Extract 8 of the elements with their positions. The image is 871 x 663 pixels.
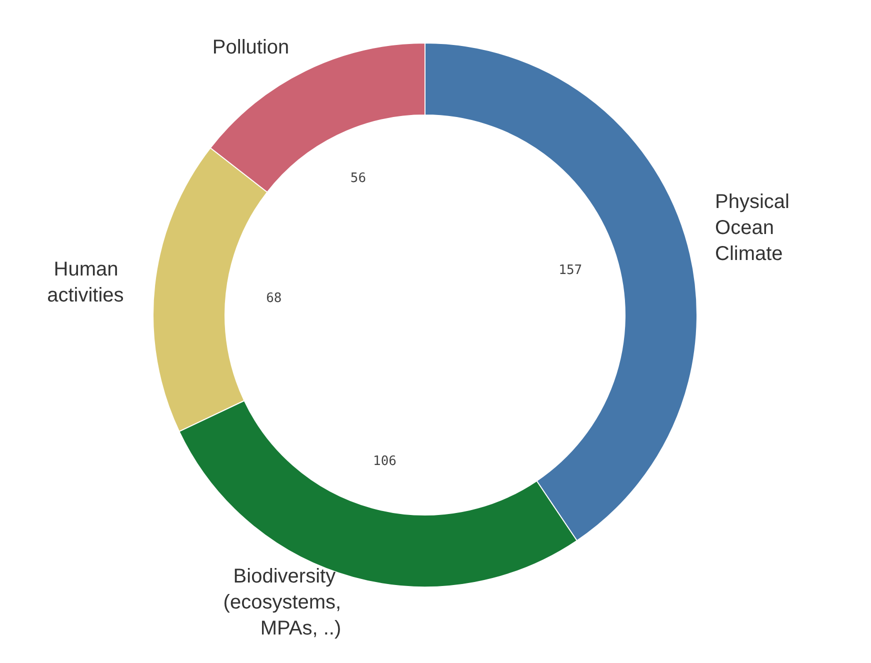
slice-label: Human activities [47, 258, 124, 306]
data-label: 56 [350, 170, 366, 186]
data-label: 68 [266, 290, 282, 306]
slice-label: Pollution [212, 36, 290, 58]
data-label: 157 [558, 263, 582, 278]
slice-label: Physical Ocean Climate [715, 190, 796, 265]
slice-label: Biodiversity (ecosystems, MPAs, ..) [223, 565, 342, 640]
data-label: 106 [373, 454, 397, 470]
